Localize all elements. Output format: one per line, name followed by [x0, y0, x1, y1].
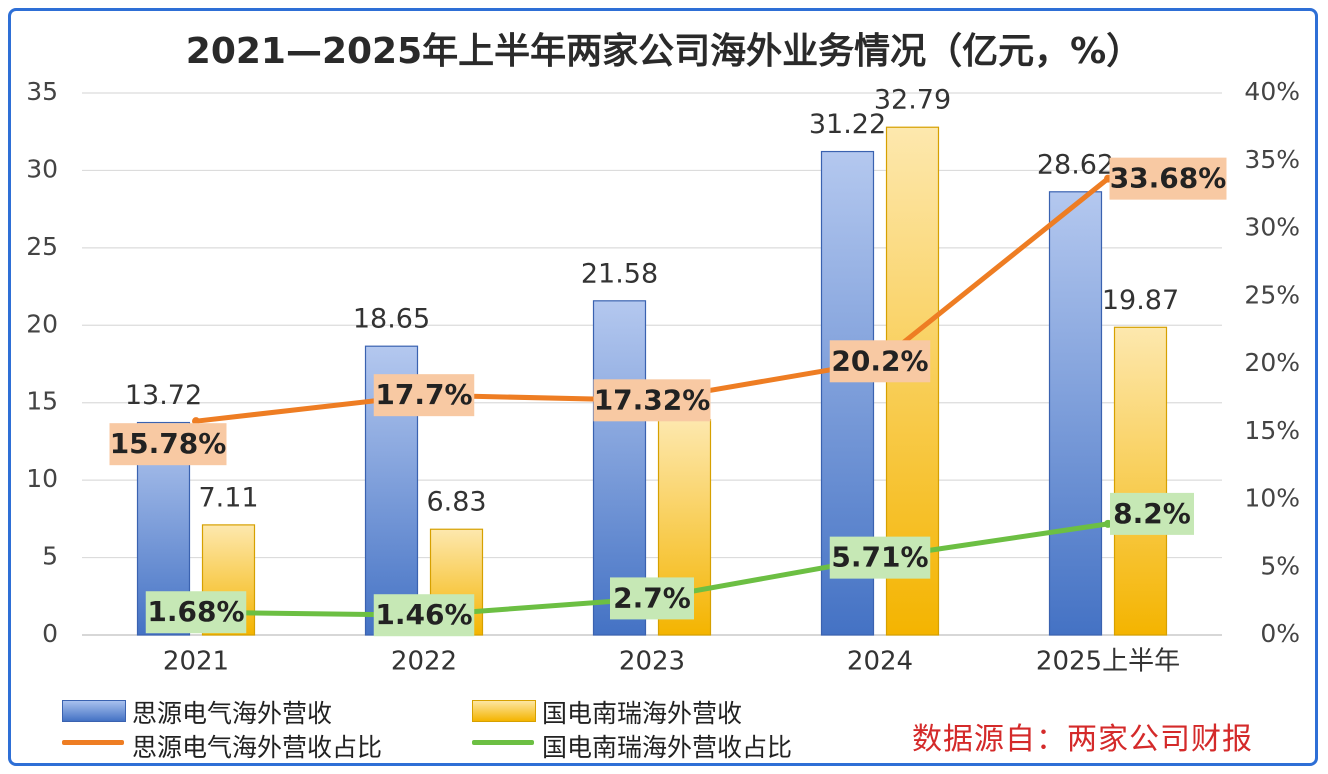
bar-value-label: 18.65	[353, 304, 430, 335]
right-axis-tick-label: 15%	[1244, 416, 1300, 445]
bar-value-label: 13.72	[125, 380, 202, 411]
legend-label-bar1: 思源电气海外营收	[132, 699, 333, 728]
bar-value-label: 19.87	[1102, 285, 1179, 316]
ratio-label-bg-nari	[610, 577, 694, 620]
ratio-label-bg-siyuan	[109, 423, 227, 466]
ratio-label-siyuan: 17.32%	[594, 383, 711, 416]
ratio-label-nari: 1.68%	[147, 595, 244, 628]
bar-value-label: 7.11	[198, 482, 258, 513]
legend-label-bar2: 国电南瑞海外营收	[542, 699, 743, 728]
x-axis-tick-label: 2021	[163, 647, 229, 677]
legend-label-line1: 思源电气海外营收占比	[132, 733, 383, 762]
left-axis-tick-label: 5	[42, 542, 58, 571]
right-axis-tick-label: 5%	[1260, 551, 1300, 580]
right-axis-tick-label: 25%	[1244, 280, 1300, 309]
chart-title: 2021—2025年上半年两家公司海外业务情况（亿元，%）	[185, 31, 1143, 72]
bar-value-label: 28.62	[1037, 149, 1114, 180]
right-axis-tick-label: 20%	[1244, 348, 1300, 377]
ratio-label-siyuan: 17.7%	[375, 378, 472, 411]
right-axis-tick-label: 40%	[1244, 77, 1300, 106]
ratio-label-bg-nari	[145, 591, 247, 634]
bar-nari	[1113, 326, 1168, 636]
ratio-label-bg-siyuan	[829, 340, 931, 383]
data-source-note: 数据源自：两家公司财报	[912, 722, 1253, 757]
ratio-label-bg-siyuan	[373, 374, 475, 417]
bar-value-label: 31.22	[809, 109, 886, 140]
left-axis-tick-label: 10	[26, 464, 58, 493]
ratio-label-nari: 1.46%	[375, 598, 472, 631]
right-axis-tick-label: 0%	[1260, 619, 1300, 648]
bar-value-label: 32.79	[874, 85, 951, 116]
ratio-label-bg-nari	[829, 536, 931, 579]
ratio-label-nari: 8.2%	[1113, 497, 1191, 530]
ratio-label-siyuan: 33.68%	[1110, 162, 1227, 195]
left-axis-tick-label: 20	[26, 309, 58, 338]
left-axis-tick-label: 15	[26, 387, 58, 416]
ratio-label-siyuan: 20.2%	[831, 344, 928, 377]
right-axis-tick-label: 35%	[1244, 145, 1300, 174]
legend-swatch-bar1	[62, 700, 126, 722]
ratio-label-nari: 2.7%	[613, 581, 691, 614]
x-axis-tick-label: 2023	[619, 647, 685, 677]
legend-swatch-line2	[472, 740, 534, 745]
left-axis-tick-label: 0	[42, 619, 58, 648]
left-axis-tick-label: 25	[26, 232, 58, 261]
x-axis-tick-label: 2024	[847, 647, 913, 677]
x-axis-tick-label: 2025上半年	[1036, 647, 1180, 677]
legend-label-line2: 国电南瑞海外营收占比	[542, 733, 793, 762]
right-axis-tick-label: 10%	[1244, 484, 1300, 513]
bar-value-label: 6.83	[426, 487, 486, 518]
legend-swatch-bar2	[472, 700, 536, 722]
left-axis-tick-label: 35	[26, 77, 58, 106]
bar-siyuan	[1048, 191, 1103, 636]
ratio-label-bg-nari	[1110, 492, 1194, 535]
ratio-label-bg-siyuan	[593, 379, 711, 422]
bar-value-label: 21.58	[581, 258, 658, 289]
left-axis-tick-label: 30	[26, 154, 58, 183]
ratio-label-nari: 5.71%	[831, 541, 928, 574]
ratio-label-bg-siyuan	[1109, 157, 1227, 200]
x-axis-tick-label: 2022	[391, 647, 457, 677]
right-axis-tick-label: 30%	[1244, 213, 1300, 242]
ratio-label-bg-nari	[373, 594, 475, 637]
legend-swatch-line1	[62, 740, 124, 745]
ratio-label-siyuan: 15.78%	[110, 427, 227, 460]
